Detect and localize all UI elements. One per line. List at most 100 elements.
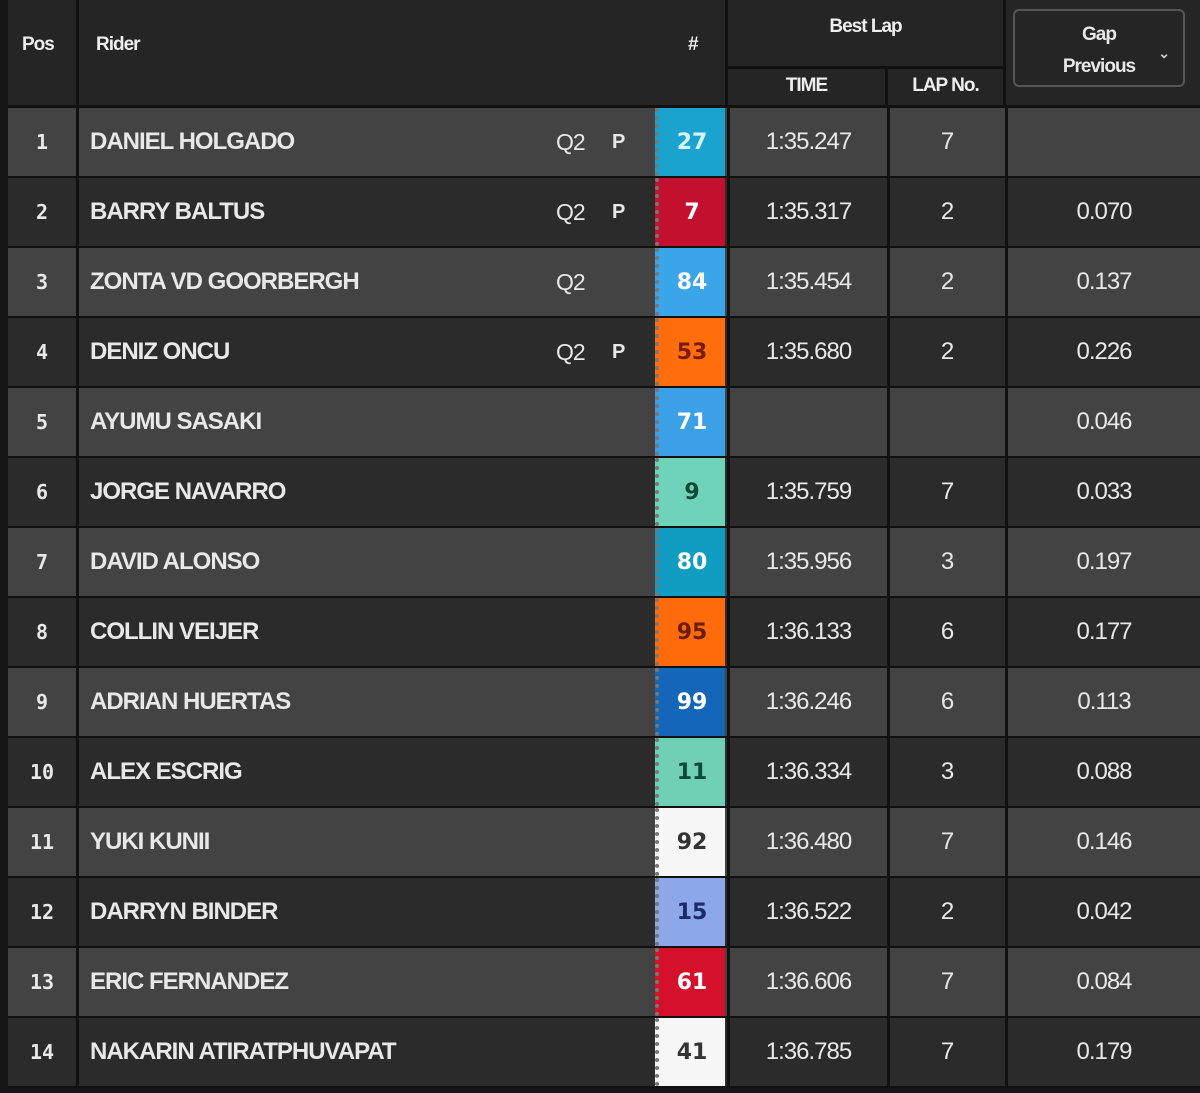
best-lap-number: 2: [887, 248, 1005, 316]
best-lap-number: 7: [887, 948, 1005, 1016]
best-lap-time: 1:35.680: [727, 318, 887, 386]
table-row[interactable]: 5 AYUMU SASAKI 71 0.046: [8, 388, 1200, 458]
rider-number-badge: 92: [655, 808, 725, 876]
best-lap-number: 7: [887, 458, 1005, 526]
rider-name[interactable]: JORGE NAVARRO: [90, 478, 286, 505]
gap-previous: 0.146: [1005, 808, 1200, 876]
pit-indicator: P: [612, 340, 626, 363]
best-lap-number: 7: [887, 808, 1005, 876]
best-lap-number: 2: [887, 318, 1005, 386]
best-lap-time: 1:35.759: [727, 458, 887, 526]
q2-badge: Q2: [556, 268, 586, 295]
rider-number-badge: 99: [655, 668, 725, 736]
table-row[interactable]: 11 YUKI KUNII 92 1:36.480 7 0.146: [8, 808, 1200, 878]
gap-dropdown-line1: Gap: [1082, 24, 1117, 45]
best-lap-time: 1:35.454: [727, 248, 887, 316]
header-best-lap: Best Lap: [829, 16, 902, 37]
position: 3: [35, 270, 49, 294]
q2-badge: Q2: [556, 128, 586, 155]
table-row[interactable]: 9 ADRIAN HUERTAS 99 1:36.246 6 0.113: [8, 668, 1200, 738]
rider-number-badge: 53: [655, 318, 725, 386]
gap-mode-dropdown[interactable]: Gap Previous ⌄: [1013, 9, 1185, 87]
table-row[interactable]: 12 DARRYN BINDER 15 1:36.522 2 0.042: [8, 878, 1200, 948]
best-lap-number: 2: [887, 878, 1005, 946]
rider-name[interactable]: BARRY BALTUS: [90, 198, 265, 225]
rider-name[interactable]: NAKARIN ATIRATPHUVAPAT: [90, 1038, 397, 1065]
table-row[interactable]: 14 NAKARIN ATIRATPHUVAPAT 41 1:36.785 7 …: [8, 1018, 1200, 1088]
gap-previous: 0.042: [1005, 878, 1200, 946]
table-row[interactable]: 4 DENIZ ONCU Q2 P 53 1:35.680 2 0.226: [8, 318, 1200, 388]
pit-indicator: P: [612, 130, 626, 153]
best-lap-number: [887, 388, 1005, 456]
rider-name[interactable]: COLLIN VEIJER: [90, 618, 259, 645]
rider-number-badge: 71: [655, 388, 725, 456]
best-lap-number: 3: [887, 528, 1005, 596]
position: 10: [29, 760, 55, 784]
best-lap-time: 1:36.606: [727, 948, 887, 1016]
rider-name[interactable]: DARRYN BINDER: [90, 898, 278, 925]
q2-badge: Q2: [556, 198, 586, 225]
rider-number-badge: 9: [655, 458, 725, 526]
position: 7: [35, 550, 49, 574]
rider-name[interactable]: ZONTA VD GOORBERGH: [90, 268, 360, 295]
rider-number-badge: 41: [655, 1018, 725, 1086]
table-row[interactable]: 3 ZONTA VD GOORBERGH Q2 84 1:35.454 2 0.…: [8, 248, 1200, 318]
best-lap-time: [727, 388, 887, 456]
header-rider[interactable]: Rider: [96, 34, 141, 55]
table-row[interactable]: 8 COLLIN VEIJER 95 1:36.133 6 0.177: [8, 598, 1200, 668]
position: 14: [29, 1040, 55, 1064]
rider-name[interactable]: ERIC FERNANDEZ: [90, 968, 289, 995]
best-lap-time: 1:35.317: [727, 178, 887, 246]
best-lap-time: 1:35.956: [727, 528, 887, 596]
table-row[interactable]: 7 DAVID ALONSO 80 1:35.956 3 0.197: [8, 528, 1200, 598]
rider-name[interactable]: AYUMU SASAKI: [90, 408, 262, 435]
position: 1: [35, 130, 49, 154]
table-row[interactable]: 13 ERIC FERNANDEZ 61 1:36.606 7 0.084: [8, 948, 1200, 1018]
header-time[interactable]: TIME: [785, 75, 828, 96]
best-lap-time: 1:36.246: [727, 668, 887, 736]
gap-previous: 0.046: [1005, 388, 1200, 456]
position: 5: [35, 410, 49, 434]
table-row[interactable]: 2 BARRY BALTUS Q2 P 7 1:35.317 2 0.070: [8, 178, 1200, 248]
best-lap-time: 1:36.785: [727, 1018, 887, 1086]
rider-name[interactable]: DENIZ ONCU: [90, 338, 230, 365]
header-pos[interactable]: Pos: [22, 34, 55, 55]
gap-previous: 0.084: [1005, 948, 1200, 1016]
rider-name[interactable]: ALEX ESCRIG: [90, 758, 243, 785]
pit-indicator: P: [612, 200, 626, 223]
position: 9: [35, 690, 49, 714]
best-lap-number: 3: [887, 738, 1005, 806]
rider-number-badge: 15: [655, 878, 725, 946]
position: 2: [35, 200, 49, 224]
gap-previous: 0.113: [1005, 668, 1200, 736]
rider-name[interactable]: DAVID ALONSO: [90, 548, 260, 575]
rider-name[interactable]: DANIEL HOLGADO: [90, 128, 295, 155]
position: 8: [35, 620, 49, 644]
position: 11: [29, 830, 55, 854]
table-row[interactable]: 6 JORGE NAVARRO 9 1:35.759 7 0.033: [8, 458, 1200, 528]
rider-name[interactable]: ADRIAN HUERTAS: [90, 688, 291, 715]
rider-number-badge: 80: [655, 528, 725, 596]
table-row[interactable]: 10 ALEX ESCRIG 11 1:36.334 3 0.088: [8, 738, 1200, 808]
best-lap-time: 1:35.247: [727, 108, 887, 176]
best-lap-number: 7: [887, 108, 1005, 176]
rider-number-badge: 7: [655, 178, 725, 246]
gap-previous: 0.226: [1005, 318, 1200, 386]
rider-number-badge: 95: [655, 598, 725, 666]
gap-dropdown-line2: Previous: [1062, 56, 1136, 77]
chevron-down-icon: ⌄: [1158, 45, 1170, 61]
best-lap-time: 1:36.133: [727, 598, 887, 666]
table-header: Pos Rider # Best Lap TIME LAP No. Gap Pr…: [8, 0, 1200, 108]
rider-number-badge: 61: [655, 948, 725, 1016]
best-lap-time: 1:36.522: [727, 878, 887, 946]
rider-number-badge: 11: [655, 738, 725, 806]
header-lap-no[interactable]: LAP No.: [912, 75, 980, 96]
position: 12: [29, 900, 55, 924]
rider-number-badge: 27: [655, 108, 725, 176]
best-lap-number: 2: [887, 178, 1005, 246]
table-row[interactable]: 1 DANIEL HOLGADO Q2 P 27 1:35.247 7: [8, 108, 1200, 178]
best-lap-time: 1:36.334: [727, 738, 887, 806]
rider-name[interactable]: YUKI KUNII: [90, 828, 210, 855]
best-lap-time: 1:36.480: [727, 808, 887, 876]
gap-previous: 0.137: [1005, 248, 1200, 316]
